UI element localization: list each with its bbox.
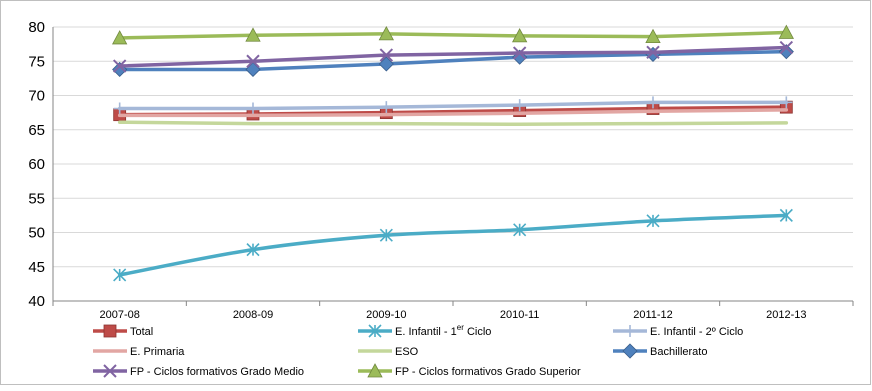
legend-item: FP - Ciclos formativos Grado Medio bbox=[93, 364, 304, 378]
legend-marker bbox=[624, 325, 636, 337]
legend-label: Total bbox=[130, 326, 153, 338]
data-point-marker bbox=[778, 24, 795, 39]
x-tick-label: 2012-13 bbox=[766, 309, 806, 321]
data-point-marker bbox=[245, 27, 261, 42]
legend-item: ESO bbox=[358, 346, 419, 358]
y-tick-label: 50 bbox=[28, 225, 45, 242]
x-tick-label: 2008-09 bbox=[233, 309, 273, 321]
y-tick-label: 75 bbox=[28, 53, 45, 70]
series-line bbox=[117, 100, 789, 111]
y-tick-label: 60 bbox=[28, 156, 45, 173]
y-tick-label: 80 bbox=[28, 19, 45, 36]
legend: Total E. Infantil - 1er Ciclo E. Infantil … bbox=[93, 323, 743, 378]
series-2 bbox=[113, 96, 793, 115]
legend-marker bbox=[368, 324, 382, 338]
series-line bbox=[117, 120, 789, 127]
legend-label: E. Infantil - 1er Ciclo bbox=[395, 323, 491, 338]
series-line bbox=[117, 108, 789, 118]
series-4 bbox=[117, 120, 789, 127]
series-1 bbox=[113, 208, 793, 282]
x-tick-label: 2011-12 bbox=[633, 309, 673, 321]
y-tick-label: 55 bbox=[28, 190, 45, 207]
series-7 bbox=[111, 24, 795, 45]
legend-marker bbox=[103, 364, 117, 378]
gridlines bbox=[53, 26, 853, 268]
data-point-marker bbox=[646, 214, 660, 228]
series-line bbox=[117, 49, 789, 72]
legend-item: E. Infantil - 1er Ciclo bbox=[358, 323, 491, 338]
y-tick-label: 45 bbox=[28, 259, 45, 276]
data-point-marker bbox=[512, 46, 527, 60]
legend-marker bbox=[622, 343, 638, 359]
data-point-marker bbox=[645, 46, 661, 62]
data-point-marker bbox=[246, 243, 260, 257]
legend-marker bbox=[367, 363, 383, 378]
legend-item: Total bbox=[93, 324, 153, 338]
y-tick-label: 40 bbox=[28, 293, 45, 310]
data-point-marker bbox=[780, 96, 793, 109]
legend-label: Bachillerato bbox=[650, 346, 707, 358]
data-point-marker bbox=[246, 54, 260, 68]
data-point-marker bbox=[646, 45, 660, 60]
series-line bbox=[117, 45, 789, 68]
data-point-marker bbox=[645, 28, 661, 43]
y-tick-label: 65 bbox=[28, 122, 45, 139]
data-point-marker bbox=[379, 48, 394, 62]
series-layer bbox=[111, 24, 795, 282]
data-point-marker bbox=[779, 208, 793, 222]
data-point-marker bbox=[112, 59, 127, 73]
legend-label: E. Primaria bbox=[130, 346, 185, 358]
x-tick-label: 2007-08 bbox=[99, 309, 139, 321]
data-point-marker bbox=[245, 61, 261, 78]
data-point-marker bbox=[378, 56, 394, 72]
legend-label: FP - Ciclos formativos Grado Medio bbox=[130, 366, 304, 378]
legend-label: E. Infantil - 2º Ciclo bbox=[650, 326, 743, 338]
series-6 bbox=[112, 40, 794, 73]
x-tick-label: 2009-10 bbox=[366, 309, 406, 321]
data-point-marker bbox=[379, 228, 393, 242]
data-point-marker bbox=[247, 102, 259, 115]
legend-item: Bachillerato bbox=[613, 343, 707, 359]
y-tick-label: 70 bbox=[28, 88, 45, 105]
data-point-marker bbox=[513, 223, 527, 237]
legend-item: E. Infantil - 2º Ciclo bbox=[613, 325, 743, 338]
legend-marker bbox=[103, 324, 117, 338]
legend-label: FP - Ciclos formativos Grado Superior bbox=[395, 366, 581, 378]
axes: 40 45 50 55 60 65 70 75 80 2007-08 2008-09 2009-10 2… bbox=[28, 19, 854, 321]
series-3 bbox=[117, 108, 789, 118]
x-tick-label: 2010-11 bbox=[500, 309, 540, 321]
data-point-marker bbox=[511, 28, 528, 43]
data-point-marker bbox=[111, 30, 128, 45]
series-line bbox=[117, 30, 789, 40]
data-point-marker bbox=[779, 40, 794, 55]
data-point-marker bbox=[378, 26, 395, 41]
data-point-marker bbox=[380, 101, 393, 114]
series-line bbox=[117, 213, 789, 277]
data-point-marker bbox=[113, 102, 126, 115]
legend-item: FP - Ciclos formativos Grado Superior bbox=[358, 363, 581, 378]
data-point-marker bbox=[647, 96, 659, 109]
data-point-marker bbox=[113, 268, 127, 282]
legend-item: E. Primaria bbox=[93, 346, 185, 358]
legend-label: ESO bbox=[395, 346, 419, 358]
data-point-marker bbox=[513, 99, 526, 112]
